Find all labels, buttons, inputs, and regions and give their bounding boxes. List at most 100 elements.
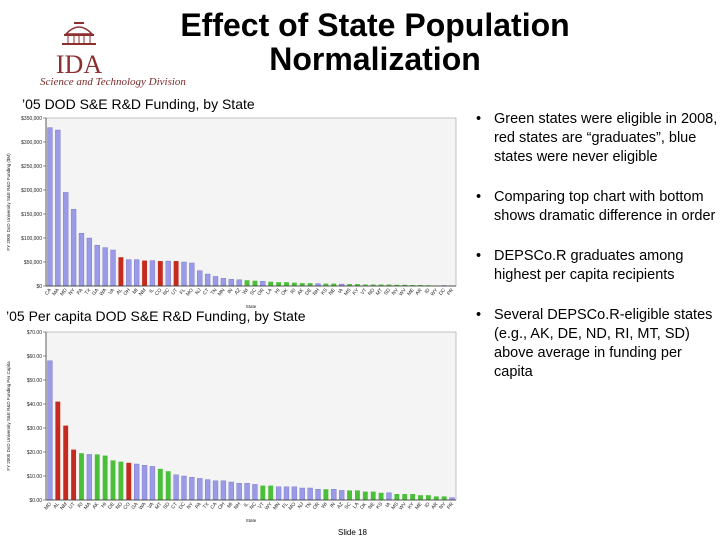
x-tick-label: MN <box>217 287 227 297</box>
bar-MS <box>394 494 400 500</box>
x-tick-label: ND <box>367 287 376 297</box>
x-tick-label: NE <box>367 501 376 511</box>
y-tick-label: $10.00 <box>27 474 43 480</box>
bar-MT <box>378 284 384 286</box>
x-tick-label: FL <box>179 287 187 295</box>
x-tick-label: MA <box>83 501 93 511</box>
x-axis-label: State <box>246 518 257 523</box>
bar-MD <box>47 360 53 501</box>
y-tick-label: $50.00 <box>27 378 43 384</box>
x-tick-label: MA <box>51 287 61 297</box>
bar-OR <box>315 488 321 501</box>
x-tick-label: NH <box>233 501 242 511</box>
bar-NE <box>370 491 376 500</box>
x-tick-label: IA <box>337 287 345 295</box>
bar-HI <box>276 282 282 286</box>
x-tick-label: MT <box>375 287 384 296</box>
bullet-dot-icon: • <box>476 307 482 323</box>
bar-VA <box>110 249 116 287</box>
x-tick-label: ME <box>414 501 424 511</box>
x-tick-label: NV <box>438 501 447 511</box>
bar-TX <box>204 479 211 501</box>
x-tick-label: NC <box>249 501 258 511</box>
bar-MI <box>134 259 140 287</box>
x-tick-label: MO <box>288 501 298 511</box>
bar-LA <box>354 490 360 500</box>
x-tick-label: AZ <box>336 501 345 510</box>
y-tick-label: $250,000 <box>21 164 42 170</box>
x-tick-label: VA <box>147 501 156 510</box>
x-tick-label: SC <box>249 287 258 296</box>
x-tick-label: AK <box>91 501 100 510</box>
bar-MN <box>275 486 282 501</box>
x-tick-label: UT <box>68 501 77 510</box>
x-tick-label: OR <box>312 501 322 511</box>
bar-AL <box>118 257 124 286</box>
x-tick-label: KY <box>407 501 416 510</box>
x-tick-label: MO <box>185 287 195 297</box>
bar-ME <box>410 285 416 286</box>
x-tick-label: SC <box>344 501 353 510</box>
bar-IN <box>228 279 234 287</box>
x-tick-label: TX <box>84 287 93 296</box>
bar-RI <box>291 282 297 286</box>
bar-VT <box>362 284 368 286</box>
x-tick-label: MN <box>272 501 282 511</box>
x-tick-label: DE <box>304 287 313 297</box>
capitol-dome-icon <box>62 22 96 45</box>
bar-ID <box>425 285 431 286</box>
bar-AK <box>299 283 305 286</box>
x-tick-label: LA <box>265 287 274 296</box>
x-tick-label: AR <box>414 287 423 296</box>
bar-DE <box>110 460 116 500</box>
bar-MA <box>86 454 93 501</box>
y-tick-label: $0.00 <box>29 498 42 504</box>
bullet-text: Comparing top chart with bottom shows dr… <box>494 189 716 224</box>
chart-per-capita-funding: $0.00 $10.00 $20.00 $30.00 $40.00 $50.00 $60.0… <box>6 330 457 523</box>
x-tick-label: TN <box>210 287 219 296</box>
x-tick-label: NE <box>328 287 337 297</box>
page-title: Effect of State Population Normalization <box>180 7 570 77</box>
bullet-item: • DEPSCo.R graduates among highest per ca… <box>470 247 718 285</box>
bullet-dot-icon: • <box>476 111 482 127</box>
bar-ID <box>425 495 431 500</box>
x-tick-label: DC <box>438 287 447 297</box>
x-tick-label: PA <box>76 287 85 296</box>
x-tick-label: KS <box>320 287 329 296</box>
y-tick-label: $100,000 <box>21 236 42 242</box>
y-tick-label: $50,000 <box>24 260 42 266</box>
x-tick-label: WY <box>430 287 440 298</box>
x-tick-label: GA <box>91 287 101 297</box>
bar-NY <box>189 476 195 501</box>
x-tick-label: WY <box>264 501 274 512</box>
bar-NV <box>394 284 400 286</box>
bar-TX <box>86 237 93 287</box>
bar-NE <box>331 283 337 286</box>
x-tick-label: DC <box>178 501 187 511</box>
x-tick-label: KS <box>375 501 384 510</box>
bar-PA <box>78 232 85 287</box>
x-tick-label: AR <box>430 501 439 510</box>
x-tick-label: WV <box>398 501 408 512</box>
x-tick-label: ID <box>424 287 432 295</box>
y-tick-label: $30.00 <box>27 426 43 432</box>
bullet-dot-icon: • <box>476 189 482 205</box>
y-tick-label: $150,000 <box>21 212 42 218</box>
bar-IL <box>149 260 156 287</box>
x-tick-label: NJ <box>194 287 203 296</box>
division-label: Science and Technology Division <box>40 76 186 88</box>
x-tick-label: PA <box>194 501 203 510</box>
bar-WV <box>402 284 408 286</box>
x-tick-label: RI <box>290 287 298 295</box>
x-tick-label: CT <box>202 287 211 296</box>
x-tick-label: MI <box>226 501 234 509</box>
x-tick-label: NV <box>391 287 400 297</box>
bar-VA <box>149 466 156 501</box>
bar-WA <box>102 247 108 287</box>
x-tick-label: NY <box>186 501 195 511</box>
x-tick-label: MS <box>343 287 353 297</box>
x-tick-label: NM <box>138 287 148 297</box>
y-tick-label: $350,000 <box>21 116 42 122</box>
bar-WI <box>244 280 250 286</box>
bar-KY <box>354 284 360 286</box>
